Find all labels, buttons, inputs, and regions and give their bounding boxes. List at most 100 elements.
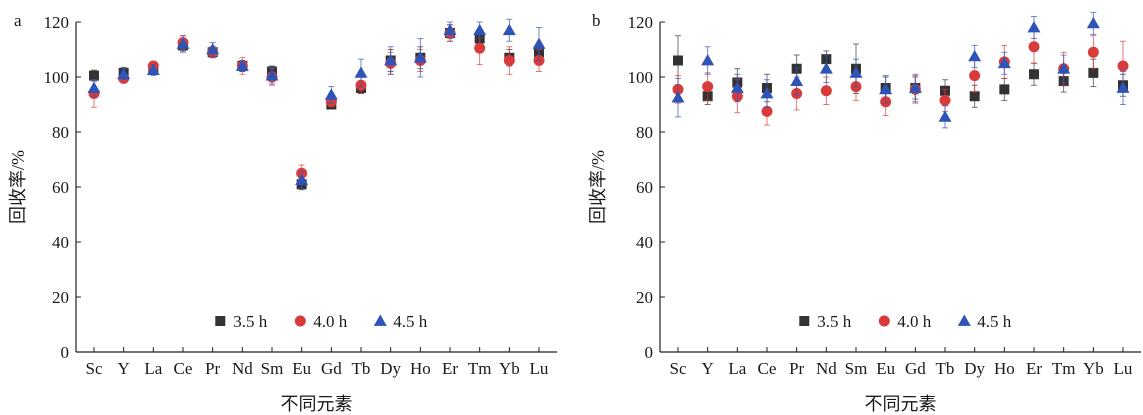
data-point — [999, 84, 1010, 95]
y-tick-label: 80 — [52, 123, 69, 142]
x-tick-label: Nd — [816, 359, 837, 378]
data-point — [176, 37, 190, 49]
y-tick-label: 100 — [628, 68, 654, 87]
x-tick-label: Ho — [994, 359, 1015, 378]
x-tick-label: Ce — [174, 359, 193, 378]
data-point — [503, 55, 515, 66]
data-point — [87, 81, 101, 93]
panel-b: b 0 20 40 60 80 100 120 Sc Y La Ce Pr Nd Sm Eu Gd Tb Dy Ho E… — [588, 11, 1141, 414]
data-point — [473, 23, 487, 36]
data-point — [1087, 46, 1099, 58]
data-point — [324, 88, 338, 100]
data-point — [235, 59, 249, 71]
data-point — [1088, 67, 1099, 78]
y-tick-label: 80 — [636, 123, 653, 142]
data-point — [474, 42, 486, 54]
legend-label: 4.5 h — [977, 312, 1012, 331]
data-point — [89, 70, 99, 81]
y-tick-label: 40 — [52, 233, 69, 252]
x-tick-label: Pr — [205, 359, 220, 378]
legend-label: 4.5 h — [393, 312, 428, 331]
data-point — [969, 91, 980, 102]
data-point — [673, 55, 683, 66]
panel-label: a — [14, 11, 22, 30]
data-point — [939, 94, 951, 106]
data-point — [849, 66, 863, 78]
data-point — [760, 87, 774, 99]
y-tick-label: 40 — [636, 233, 653, 252]
data-point — [413, 51, 427, 63]
data-point — [1028, 41, 1040, 53]
y-tick-label: 0 — [61, 343, 70, 362]
x-tick-label: Sc — [86, 359, 103, 378]
legend-marker — [215, 316, 226, 326]
x-tick-label: Eu — [876, 359, 895, 378]
x-tick-label: Tb — [352, 359, 371, 378]
x-tick-label: Ce — [758, 359, 777, 378]
data-point — [938, 110, 952, 122]
x-tick-label: Er — [442, 359, 458, 378]
x-tick-label: Sm — [261, 359, 284, 378]
x-tick-label: Lu — [530, 359, 549, 378]
x-tick-label: Pr — [789, 359, 804, 378]
legend: 3.5 h 4.0 h 4.5 h — [799, 312, 1012, 331]
data-point — [968, 49, 982, 62]
x-tick-label: Eu — [292, 359, 311, 378]
y-tick-label: 60 — [52, 178, 69, 197]
data-point — [908, 81, 922, 93]
data-point — [1057, 62, 1071, 74]
x-tick-label: Dy — [380, 359, 401, 378]
y-tick-label: 20 — [52, 288, 69, 307]
x-tick-label: Yb — [1083, 359, 1104, 378]
panel-label: b — [592, 11, 601, 30]
data-point — [354, 66, 368, 78]
data-point — [819, 62, 833, 74]
legend-label: 3.5 h — [817, 312, 852, 331]
x-tick-label: Tm — [1052, 359, 1076, 378]
data-point — [879, 82, 893, 95]
legend-marker — [373, 314, 387, 326]
series-2 — [87, 18, 546, 189]
x-tick-label: Y — [118, 359, 130, 378]
data-point — [443, 23, 457, 36]
y-tick-label: 0 — [645, 343, 654, 362]
data-point — [502, 23, 516, 36]
x-tick-label: Y — [702, 359, 714, 378]
legend-marker — [878, 315, 890, 327]
data-point — [146, 63, 160, 75]
data-point — [820, 85, 832, 97]
legend-label: 3.5 h — [233, 312, 267, 331]
data-point — [1117, 60, 1129, 72]
data-point — [295, 173, 309, 185]
x-tick-label: Yb — [499, 359, 520, 378]
legend-label: 4.0 h — [313, 312, 348, 331]
y-tick-label: 100 — [44, 68, 70, 87]
data-point — [384, 54, 398, 66]
y-tick-label: 120 — [44, 13, 70, 32]
x-tick-label: Lu — [1114, 359, 1133, 378]
data-point — [1029, 69, 1039, 80]
x-tick-label: Er — [1026, 359, 1042, 378]
series-2 — [671, 11, 1130, 129]
data-point — [117, 67, 131, 80]
data-point — [532, 37, 546, 49]
x-tick-label: Sc — [670, 359, 687, 378]
series-1 — [88, 24, 545, 182]
x-tick-label: Tb — [936, 359, 955, 378]
data-point — [701, 54, 715, 66]
data-point — [702, 81, 714, 93]
data-point — [969, 70, 981, 82]
data-point — [671, 91, 685, 103]
y-tick-label: 60 — [636, 178, 653, 197]
y-axis-title: 回收率/% — [8, 150, 28, 224]
y-axis-title: 回收率/% — [588, 150, 608, 224]
legend: 3.5 h 4.0 h 4.5 h — [215, 312, 428, 331]
data-point — [265, 69, 279, 81]
y-tick-label: 20 — [636, 288, 653, 307]
x-tick-label: Gd — [321, 359, 342, 378]
x-tick-label: Sm — [845, 359, 868, 378]
x-tick-label: Nd — [232, 359, 253, 378]
x-tick-label: Dy — [964, 359, 985, 378]
legend-marker — [799, 316, 810, 326]
data-point — [997, 56, 1011, 69]
